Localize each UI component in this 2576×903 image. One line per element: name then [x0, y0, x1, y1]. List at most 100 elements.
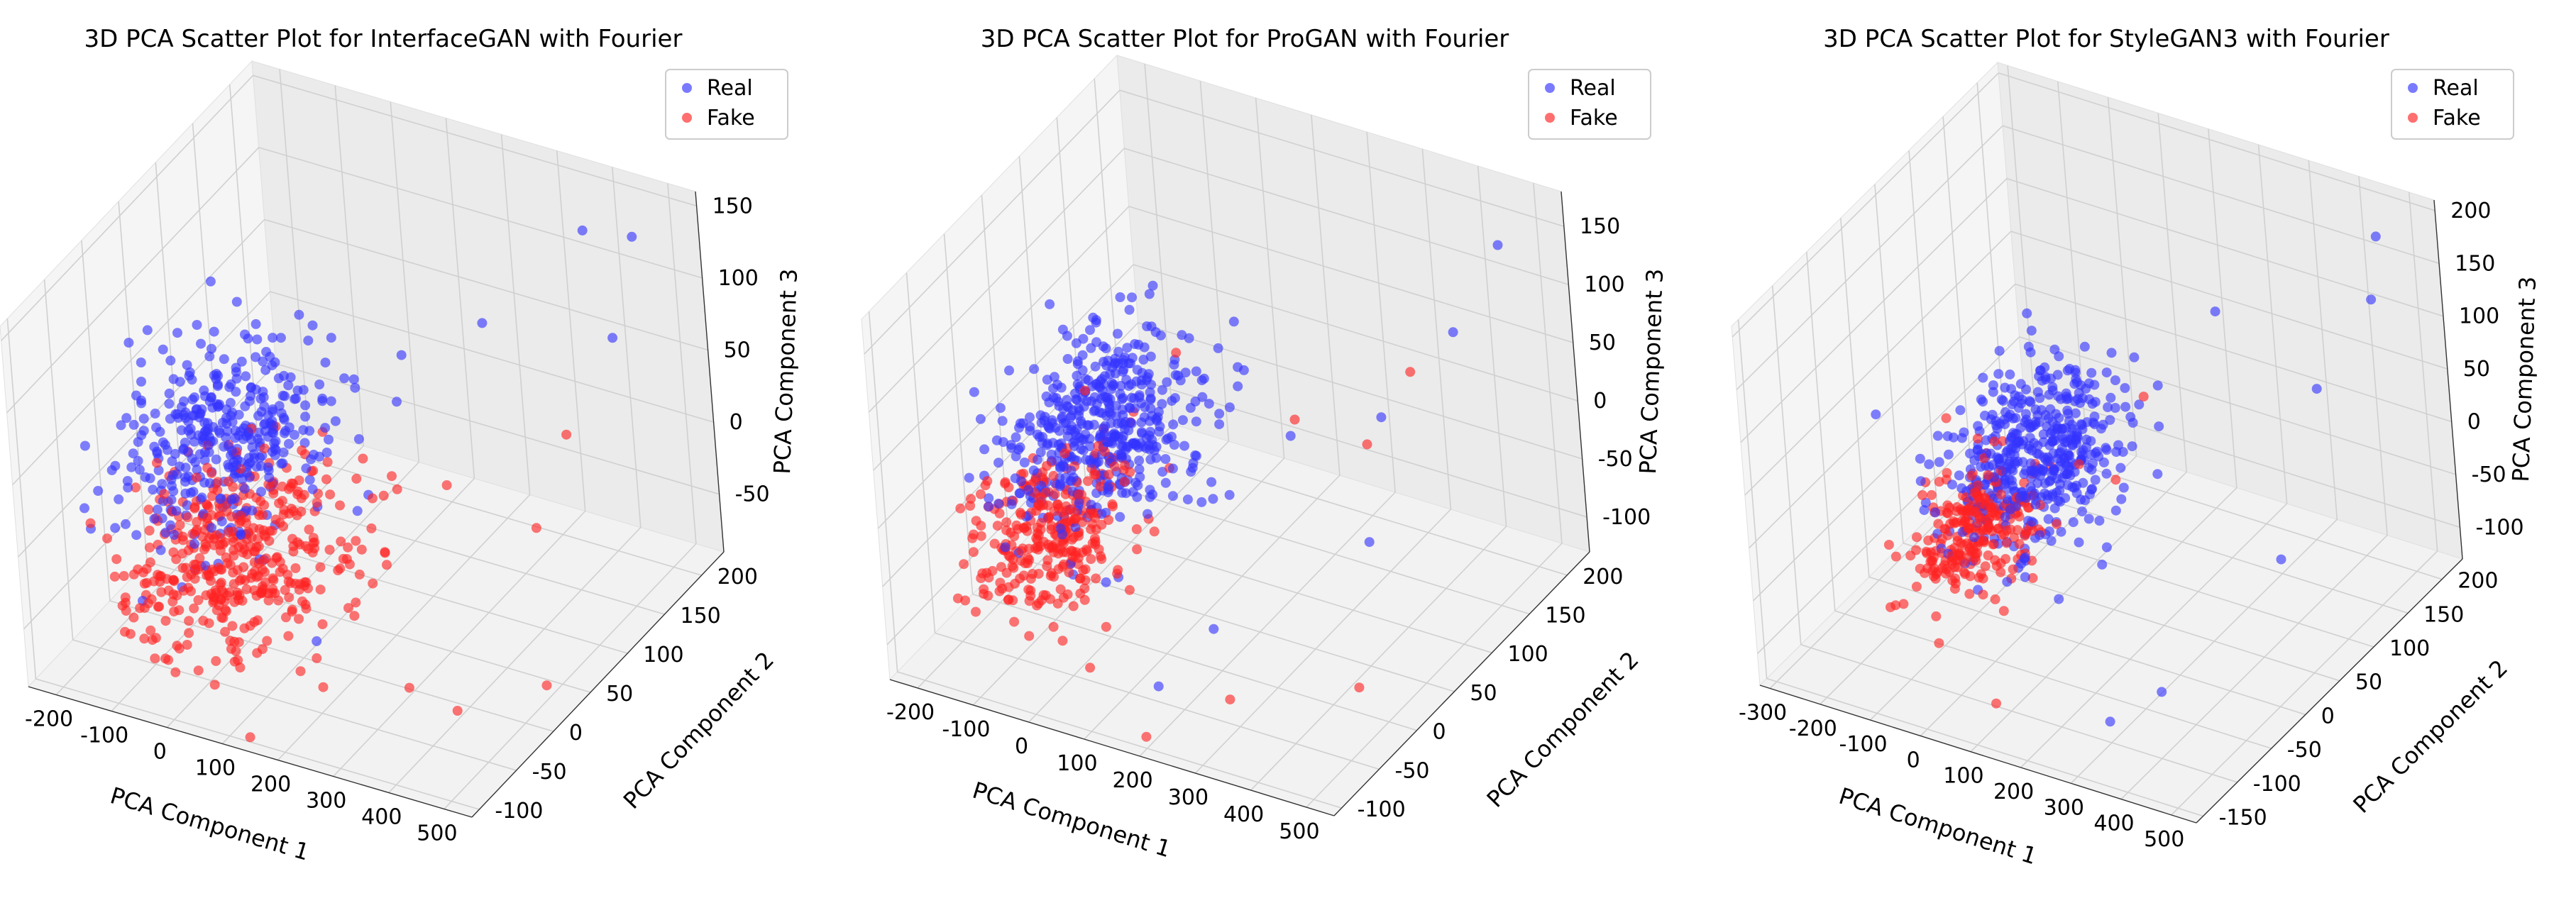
z-tick-label: 100 [2459, 304, 2499, 329]
point-real [166, 494, 177, 505]
point-real [2366, 294, 2377, 305]
point-real [178, 443, 189, 454]
point-fake [1964, 543, 1975, 553]
point-real [2101, 542, 2112, 553]
x-tick-label: 0 [153, 740, 167, 765]
scatter-points [952, 240, 1503, 742]
point-real [2052, 370, 2063, 380]
point-real [170, 448, 180, 459]
point-real [1144, 289, 1155, 299]
point-fake [1008, 563, 1019, 573]
x-tick-label: 300 [2044, 795, 2084, 820]
point-real [1978, 397, 1988, 407]
point-real [148, 484, 158, 495]
x-axis-line [1759, 685, 2197, 824]
z-tick-label: 150 [1580, 214, 1620, 239]
point-real [2034, 449, 2044, 460]
point-real [324, 434, 334, 445]
z-gridline [12, 218, 708, 486]
z-axis-line [1561, 191, 1590, 553]
point-real [2110, 505, 2121, 516]
point-fake [1983, 514, 1994, 524]
point-real [1018, 418, 1028, 428]
point-real [1118, 410, 1128, 421]
point-fake [241, 518, 251, 528]
point-real [392, 397, 402, 407]
point-real [1167, 463, 1178, 474]
point-fake [318, 682, 329, 692]
point-fake [273, 595, 284, 606]
point-real [136, 430, 147, 441]
point-fake [191, 472, 202, 483]
z-axis-label: PCA Component 3 [1634, 268, 1668, 475]
point-real [2093, 451, 2104, 462]
point-fake [182, 640, 192, 650]
y-tick-label: -50 [2287, 738, 2322, 763]
point-fake [971, 606, 981, 617]
x-tick-label: 400 [2093, 811, 2134, 836]
x-axis-line [28, 686, 473, 818]
point-fake [1036, 595, 1047, 606]
x-gridline [1250, 165, 1507, 791]
point-fake [128, 569, 139, 580]
point-real [268, 428, 279, 438]
point-real [1095, 376, 1106, 387]
point-fake [1089, 470, 1099, 480]
point-fake [1932, 567, 1943, 577]
point-real [171, 506, 182, 516]
z-gridline [1, 74, 697, 341]
chart-title: 3D PCA Scatter Plot for InterfaceGAN wit… [84, 25, 683, 53]
point-fake [2027, 572, 2038, 583]
point-fake [147, 635, 158, 646]
legend-marker-real [682, 83, 692, 93]
point-fake [237, 539, 248, 549]
point-fake [1020, 558, 1030, 569]
x-gridline [221, 118, 475, 745]
point-real [2071, 435, 2081, 445]
x-gridline [1970, 128, 2238, 753]
point-real [1074, 410, 1084, 421]
point-fake [297, 596, 307, 606]
point-fake [2008, 564, 2018, 575]
point-fake [232, 565, 243, 575]
y-tick-label: 150 [2423, 602, 2464, 627]
z-gridline [877, 264, 1578, 529]
point-fake [351, 473, 362, 484]
point-real [2027, 421, 2038, 431]
point-real [1191, 416, 1201, 427]
point-fake [252, 648, 263, 658]
x-tick-label: -200 [1789, 716, 1837, 741]
point-real [2276, 554, 2286, 565]
point-real [2045, 404, 2056, 414]
point-real [1094, 457, 1103, 467]
point-real [1998, 396, 2008, 406]
point-real [2015, 423, 2026, 433]
point-real [1986, 414, 1996, 425]
subplot-stylegan3: 3D PCA Scatter Plot for StyleGAN3 with F… [1731, 25, 2541, 870]
z-axis-label: PCA Component 3 [2507, 276, 2541, 482]
point-fake [260, 531, 271, 542]
point-real [1082, 420, 1093, 431]
point-real [1919, 505, 1930, 516]
point-real [1199, 373, 1209, 384]
point-fake [1024, 543, 1034, 554]
point-real [1980, 460, 1991, 471]
point-fake [2110, 475, 2121, 485]
y-tick-label: 150 [681, 604, 721, 628]
point-fake [1103, 515, 1114, 525]
point-real [121, 519, 131, 529]
y-tick-label: -50 [532, 760, 567, 785]
point-real [1118, 367, 1128, 377]
z-gridline [1736, 125, 2440, 390]
point-fake [1069, 514, 1079, 525]
point-real [136, 377, 146, 387]
point-fake [315, 562, 326, 572]
point-real [2021, 414, 2032, 425]
point-fake [1015, 573, 1025, 584]
point-real [2127, 441, 2137, 452]
point-real [2060, 423, 2071, 433]
point-real [2110, 403, 2120, 413]
point-real [2020, 552, 2030, 563]
point-real [1155, 330, 1166, 340]
point-fake [1036, 518, 1047, 528]
